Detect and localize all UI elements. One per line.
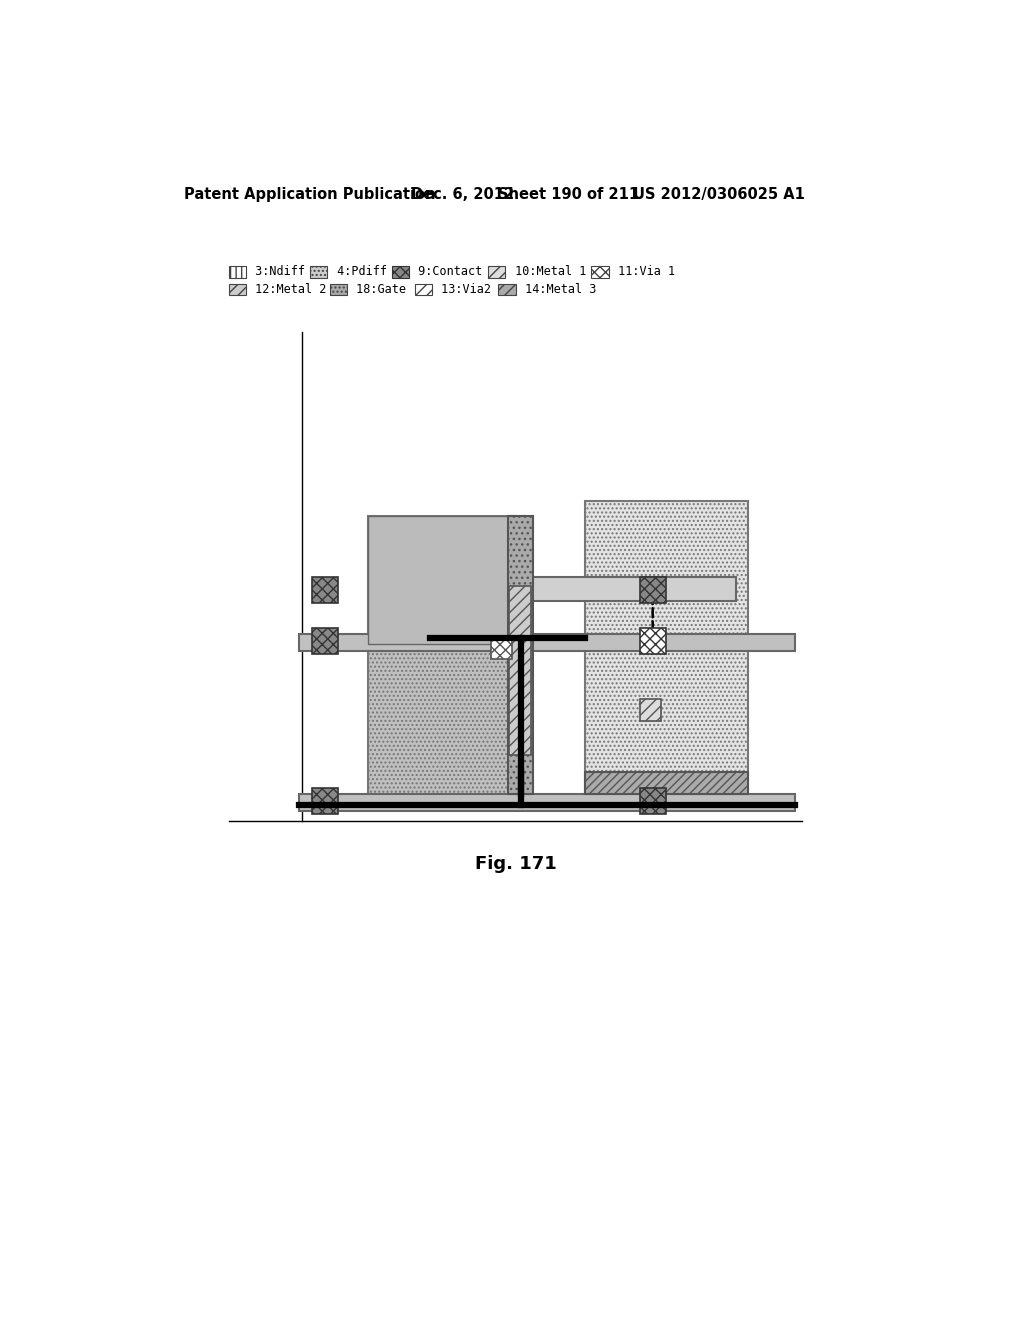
Bar (499, 284, 515, 296)
Bar (488, 267, 506, 277)
Bar (228, 284, 246, 296)
Bar (640, 788, 666, 814)
Text: 12:Metal 2: 12:Metal 2 (248, 284, 327, 296)
Bar (391, 267, 409, 277)
Bar (369, 516, 515, 797)
Bar (586, 502, 748, 801)
Bar (415, 284, 432, 296)
Bar (311, 628, 338, 655)
Bar (509, 586, 531, 755)
Text: 18:Gate: 18:Gate (349, 284, 406, 296)
Text: Sheet 190 of 211: Sheet 190 of 211 (498, 187, 639, 202)
Bar (311, 577, 338, 603)
Text: Patent Application Publication: Patent Application Publication (183, 187, 435, 202)
Bar (330, 284, 346, 296)
Text: 10:Metal 1: 10:Metal 1 (508, 265, 586, 279)
Bar (490, 638, 512, 659)
Bar (369, 516, 515, 644)
Bar (586, 772, 748, 793)
Text: Fig. 171: Fig. 171 (475, 855, 556, 874)
Text: 11:Via 1: 11:Via 1 (611, 265, 675, 279)
Bar (310, 267, 328, 277)
Bar (640, 700, 662, 721)
Text: US 2012/0306025 A1: US 2012/0306025 A1 (633, 187, 805, 202)
Text: 9:Contact: 9:Contact (411, 265, 482, 279)
Text: 13:Via2: 13:Via2 (434, 284, 492, 296)
Bar (640, 577, 666, 603)
Bar (415, 577, 736, 601)
Bar (228, 267, 246, 277)
Bar (299, 795, 795, 812)
Text: 3:Ndiff: 3:Ndiff (248, 265, 305, 279)
Text: 14:Metal 3: 14:Metal 3 (518, 284, 596, 296)
Bar (508, 516, 532, 793)
Bar (592, 267, 608, 277)
Text: 4:Pdiff: 4:Pdiff (330, 265, 386, 279)
Bar (640, 628, 666, 655)
Bar (299, 635, 795, 651)
Text: Dec. 6, 2012: Dec. 6, 2012 (411, 187, 514, 202)
Bar (311, 788, 338, 814)
